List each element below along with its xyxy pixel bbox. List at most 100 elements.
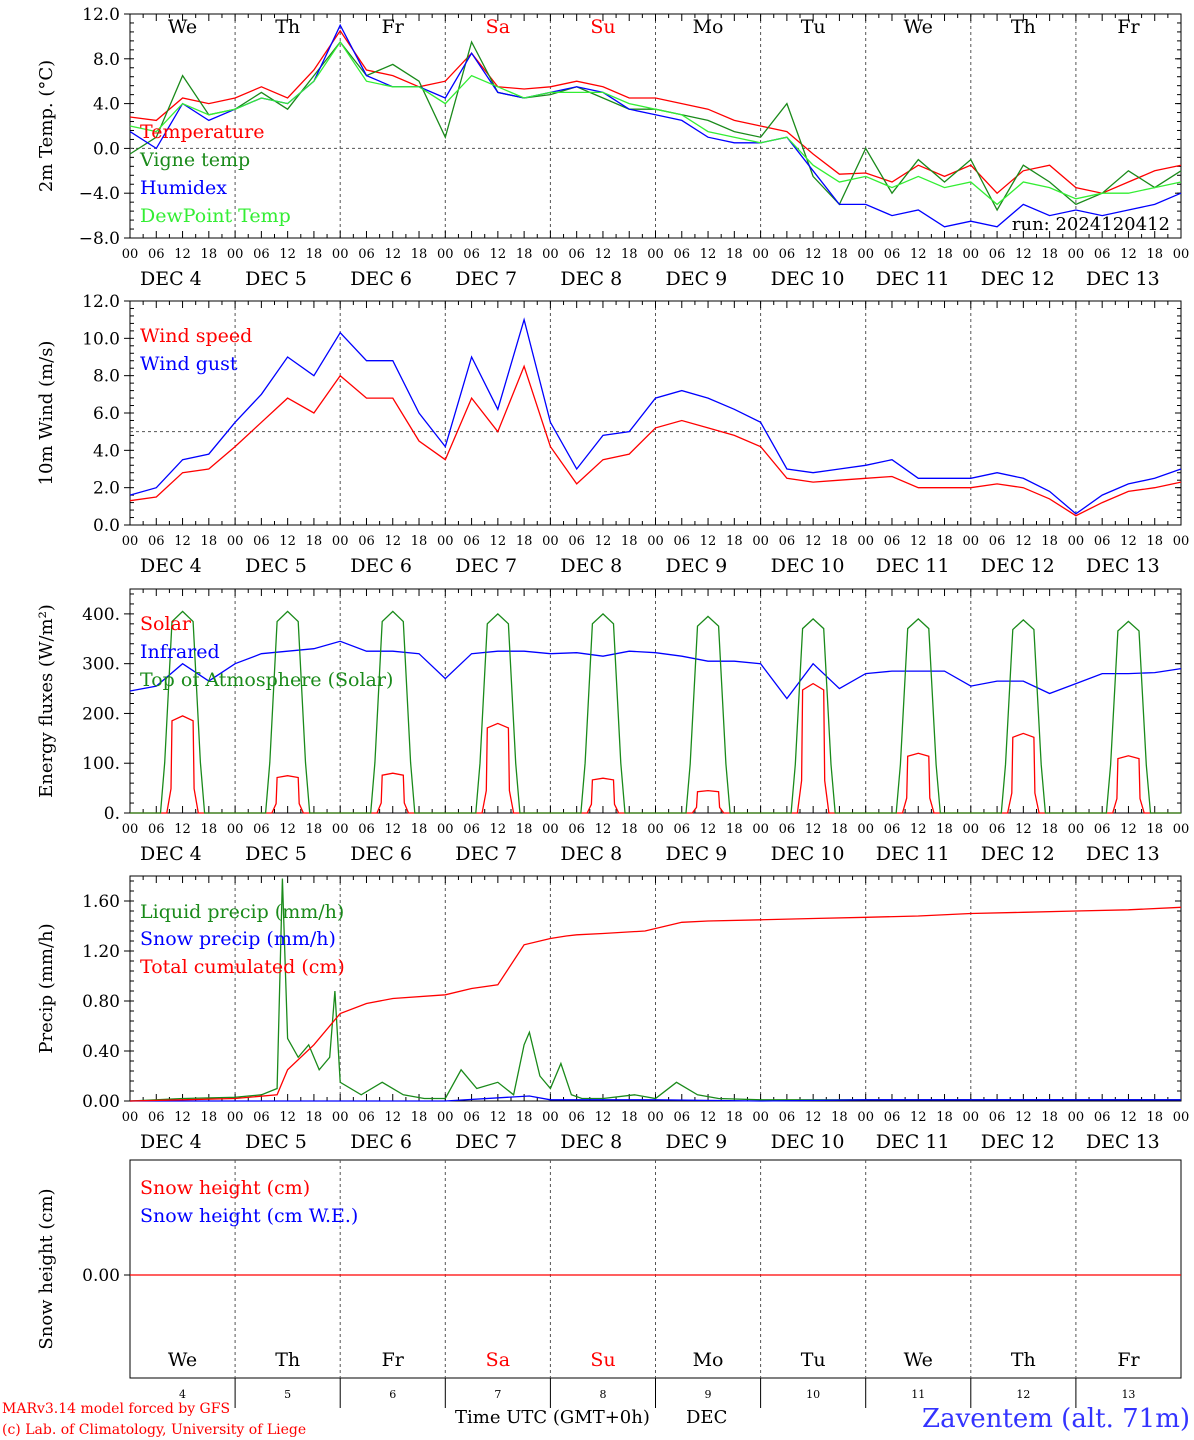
x-hour-label: 18 [516, 1110, 533, 1125]
legend-entry: Solar [140, 613, 192, 635]
legend-entry: Top of Atmosphere (Solar) [140, 669, 393, 691]
x-date-label: DEC 6 [350, 1131, 412, 1153]
weekday-label: Fr [1117, 1349, 1140, 1371]
station-title: Zaventem (alt. 71m) [922, 1404, 1190, 1434]
y-axis-label-energy: Energy fluxes (W/m²) [36, 604, 57, 798]
weekday-label: We [168, 1349, 197, 1371]
x-hour-label: 12 [384, 822, 401, 837]
x-hour-label: 18 [831, 247, 848, 262]
x-hour-label: 06 [148, 822, 165, 837]
legend-entry: Wind speed [140, 325, 252, 347]
x-hour-label: 12 [490, 1110, 507, 1125]
x-hour-label: 00 [437, 247, 454, 262]
x-date-label: DEC 10 [771, 1131, 845, 1153]
x-hour-label: 06 [148, 1110, 165, 1125]
panel-4: 1.60 1.20 0.80 0.40 0.00 Precip (mm/h) 00 06 12 1… [36, 875, 1190, 1153]
x-hour-label: 12 [279, 822, 296, 837]
y-tick-label: 4.0 [93, 441, 120, 461]
x-hour-label: 06 [358, 1110, 375, 1125]
weekday-label: Th [275, 1349, 300, 1371]
y-tick-label: 10.0 [82, 329, 120, 349]
x-date-label: DEC 7 [455, 555, 517, 577]
footer-credit-line1: MARv3.14 model forced by GFS [2, 1401, 230, 1417]
x-hour-label: 18 [1146, 1110, 1163, 1125]
x-hour-label: 00 [437, 1110, 454, 1125]
x-hour-label: 00 [437, 534, 454, 549]
x-date-label: DEC 4 [140, 555, 202, 577]
x-date-label: DEC 9 [666, 843, 728, 865]
y-axis-label-temperature: 2m Temp. (°C) [36, 60, 57, 192]
x-hour-label: 06 [358, 247, 375, 262]
x-hour-label: 12 [490, 822, 507, 837]
x-date-label: DEC 9 [666, 555, 728, 577]
legend-entry: Wind gust [140, 353, 238, 375]
panel-2: 12.0 10.0 8.0 6.0 4.0 2.0 0.0 10m Wind (m/s) 00 0… [36, 292, 1189, 577]
x-hour-label: 00 [1173, 247, 1190, 262]
x-hour-label: 12 [490, 247, 507, 262]
x-hour-label: 18 [621, 822, 638, 837]
x-hour-label: 00 [332, 822, 349, 837]
panel-5: 0.00 Snow height (cm) We Th Fr Sa Su Mo Tu We Th Fr… [36, 1159, 1182, 1408]
x-hour-label: 12 [279, 247, 296, 262]
day-number-label: 9 [705, 1388, 712, 1401]
x-date-label: DEC 13 [1086, 1131, 1160, 1153]
x-hour-label: 18 [1041, 1110, 1058, 1125]
x-date-label: DEC 4 [140, 268, 202, 290]
x-hour-label: 00 [963, 822, 980, 837]
weekday-label: Tu [801, 1349, 826, 1371]
x-hour-label: 00 [647, 534, 664, 549]
x-hour-label: 00 [1173, 1110, 1190, 1125]
x-hour-label: 00 [437, 822, 454, 837]
x-hour-label: 06 [884, 247, 901, 262]
x-hour-label: 12 [595, 534, 612, 549]
x-hour-label: 12 [910, 1110, 927, 1125]
legend-entry: Vigne temp [139, 149, 250, 171]
x-hour-label: 12 [700, 247, 717, 262]
x-hour-label: 00 [1068, 534, 1085, 549]
x-hour-label: 18 [621, 1110, 638, 1125]
x-hour-label: 18 [726, 1110, 743, 1125]
x-hour-label: 18 [831, 822, 848, 837]
x-date-label: DEC 6 [350, 268, 412, 290]
x-hour-label: 06 [779, 822, 796, 837]
series-snow-precip-mm-h [130, 1095, 1181, 1102]
x-date-label: DEC 5 [245, 1131, 307, 1153]
x-hour-label: 06 [358, 822, 375, 837]
x-hour-label: 12 [174, 247, 191, 262]
x-hour-label: 12 [174, 1110, 191, 1125]
run-annotation: run: 2024120412 [1012, 214, 1170, 235]
x-hour-label: 06 [779, 247, 796, 262]
y-tick-label: 2.0 [93, 479, 120, 499]
x-hour-label: 12 [805, 822, 822, 837]
x-hour-label: 18 [621, 247, 638, 262]
legend-entry: Infrared [140, 641, 220, 663]
x-hour-label: 18 [1041, 822, 1058, 837]
weekday-label: Fr [382, 16, 405, 38]
x-hour-label: 18 [726, 247, 743, 262]
x-hour-label: 12 [805, 247, 822, 262]
x-hour-label: 18 [306, 822, 323, 837]
x-date-label: DEC 10 [771, 268, 845, 290]
x-hour-label: 06 [674, 822, 691, 837]
x-hour-label: 00 [332, 247, 349, 262]
y-tick-label: −8.0 [79, 229, 120, 249]
x-hour-label: 18 [936, 534, 953, 549]
x-date-label: DEC 7 [455, 1131, 517, 1153]
x-hour-label: 18 [201, 1110, 218, 1125]
y-tick-label: 200. [82, 704, 120, 724]
x-date-label: DEC 8 [560, 1131, 622, 1153]
weekday-label: We [168, 16, 197, 38]
weekday-label: Sa [486, 16, 510, 38]
y-tick-label: 8.0 [93, 367, 120, 387]
x-hour-label: 12 [700, 534, 717, 549]
x-hour-label: 00 [857, 534, 874, 549]
x-hour-label: 00 [647, 1110, 664, 1125]
x-hour-label: 06 [253, 1110, 270, 1125]
y-tick-label: 8.0 [93, 50, 120, 70]
x-hour-label: 18 [411, 822, 428, 837]
y-tick-label: 12.0 [82, 5, 120, 25]
x-hour-label: 12 [595, 247, 612, 262]
x-hour-label: 06 [1094, 1110, 1111, 1125]
x-hour-label: 18 [831, 1110, 848, 1125]
